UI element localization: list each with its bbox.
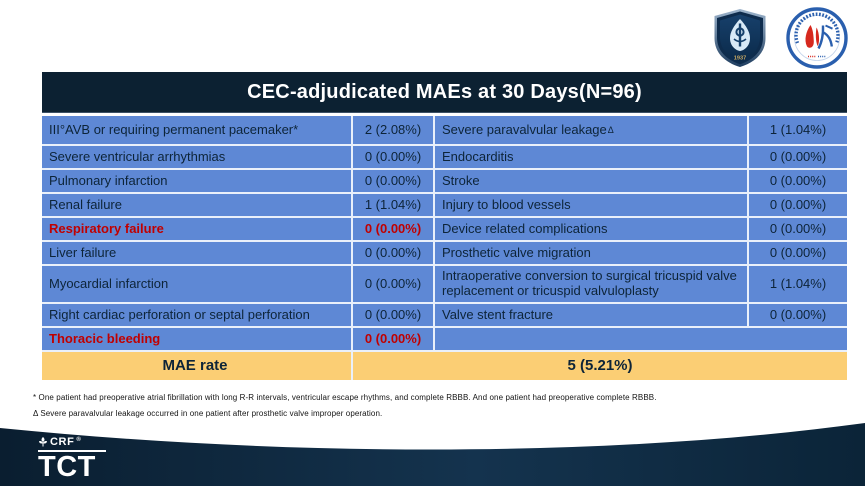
- table-cell-empty: [435, 328, 847, 350]
- seal-arc-text: [794, 12, 840, 44]
- table-cell-value: 1 (1.04%): [353, 194, 433, 216]
- table-cell-value: 0 (0.00%): [749, 242, 847, 264]
- table-cell-value: 0 (0.00%): [353, 242, 433, 264]
- summary-label: MAE rate: [42, 352, 351, 380]
- table-title: CEC-adjudicated MAEs at 30 Days(N=96): [42, 72, 847, 113]
- table-cell-label: Right cardiac perforation or septal perf…: [42, 304, 351, 326]
- table-cell-label: Myocardial infarction: [42, 266, 351, 302]
- hospital-shield-logo-icon: 1937: [714, 9, 766, 67]
- table-cell-label: Endocarditis: [435, 146, 747, 168]
- table-cell-value: 1 (1.04%): [749, 116, 847, 144]
- table-cell-label: Stroke: [435, 170, 747, 192]
- tct-logo: TCT: [38, 451, 96, 483]
- table-cell-label: Thoracic bleeding: [42, 328, 351, 350]
- table-cell-value: 0 (0.00%): [353, 146, 433, 168]
- label-text: Severe paravalvular leakage: [442, 121, 607, 137]
- table-cell-value: 0 (0.00%): [353, 170, 433, 192]
- table-cell-label: Severe ventricular arrhythmias: [42, 146, 351, 168]
- table-cell-value: 0 (0.00%): [749, 194, 847, 216]
- table-cell-label: Respiratory failure: [42, 218, 351, 240]
- crf-petal-icon: [39, 437, 47, 447]
- summary-value: 5 (5.21%): [353, 352, 847, 380]
- table-cell-label: III°AVB or requiring permanent pacemaker…: [42, 116, 351, 144]
- table-cell-label: Pulmonary infarction: [42, 170, 351, 192]
- brand-divider: [38, 450, 106, 452]
- table-cell-label: Prosthetic valve migration: [435, 242, 747, 264]
- table-cell-value: 0 (0.00%): [749, 146, 847, 168]
- table-cell-label: Injury to blood vessels: [435, 194, 747, 216]
- table-cell-label: Severe paravalvular leakage Δ: [435, 116, 747, 144]
- crf-trademark: ®: [76, 437, 82, 443]
- crf-logo: CRF ®: [38, 436, 106, 448]
- table-cell-value: 0 (0.00%): [749, 218, 847, 240]
- footnote-asterisk: * One patient had preoperative atrial fi…: [33, 393, 657, 402]
- table-cell-label: Liver failure: [42, 242, 351, 264]
- table-cell-value: 1 (1.04%): [749, 266, 847, 302]
- table-cell-value: 0 (0.00%): [749, 170, 847, 192]
- table-cell-label: Device related complications: [435, 218, 747, 240]
- mae-table: CEC-adjudicated MAEs at 30 Days(N=96) II…: [42, 72, 847, 380]
- table-cell-label: Intraoperative conversion to surgical tr…: [435, 266, 747, 302]
- table-cell-value: 2 (2.08%): [353, 116, 433, 144]
- table-body: III°AVB or requiring permanent pacemaker…: [42, 116, 847, 380]
- footnote-delta: Δ Severe paravalvular leakage occurred i…: [33, 409, 383, 418]
- table-cell-label: Renal failure: [42, 194, 351, 216]
- crf-label: CRF: [50, 436, 75, 448]
- table-cell-value: 0 (0.00%): [353, 266, 433, 302]
- table-cell-label: Valve stent fracture: [435, 304, 747, 326]
- footer-brand: CRF ® TCT: [38, 436, 106, 482]
- table-cell-value: 0 (0.00%): [353, 218, 433, 240]
- table-cell-value: 0 (0.00%): [353, 328, 433, 350]
- shield-year-label: 1937: [734, 56, 746, 62]
- footer-swoosh-band: [0, 423, 865, 486]
- research-center-seal-icon: [786, 7, 848, 69]
- table-cell-value: 0 (0.00%): [353, 304, 433, 326]
- table-cell-value: 0 (0.00%): [749, 304, 847, 326]
